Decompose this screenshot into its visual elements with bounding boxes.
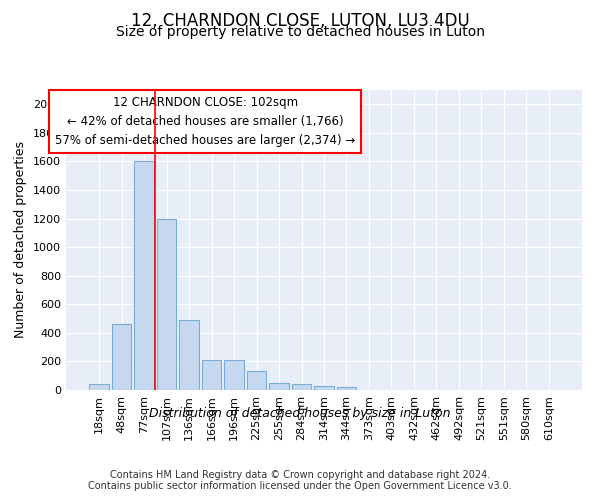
Y-axis label: Number of detached properties: Number of detached properties: [14, 142, 28, 338]
Bar: [202, 360, 221, 390]
Text: Contains HM Land Registry data © Crown copyright and database right 2024.: Contains HM Land Registry data © Crown c…: [110, 470, 490, 480]
Text: Contains public sector information licensed under the Open Government Licence v3: Contains public sector information licen…: [88, 481, 512, 491]
Text: Distribution of detached houses by size in Luton: Distribution of detached houses by size …: [149, 408, 451, 420]
Bar: [292, 384, 311, 390]
Bar: [112, 324, 131, 390]
Bar: [269, 383, 289, 390]
Bar: [179, 320, 199, 390]
Bar: [157, 218, 176, 390]
Bar: [224, 360, 244, 390]
Bar: [337, 387, 356, 390]
Bar: [134, 162, 154, 390]
Bar: [89, 384, 109, 390]
Bar: [247, 372, 266, 390]
Text: 12 CHARNDON CLOSE: 102sqm
← 42% of detached houses are smaller (1,766)
57% of se: 12 CHARNDON CLOSE: 102sqm ← 42% of detac…: [55, 96, 355, 147]
Text: 12, CHARNDON CLOSE, LUTON, LU3 4DU: 12, CHARNDON CLOSE, LUTON, LU3 4DU: [131, 12, 469, 30]
Bar: [314, 386, 334, 390]
Text: Size of property relative to detached houses in Luton: Size of property relative to detached ho…: [115, 25, 485, 39]
